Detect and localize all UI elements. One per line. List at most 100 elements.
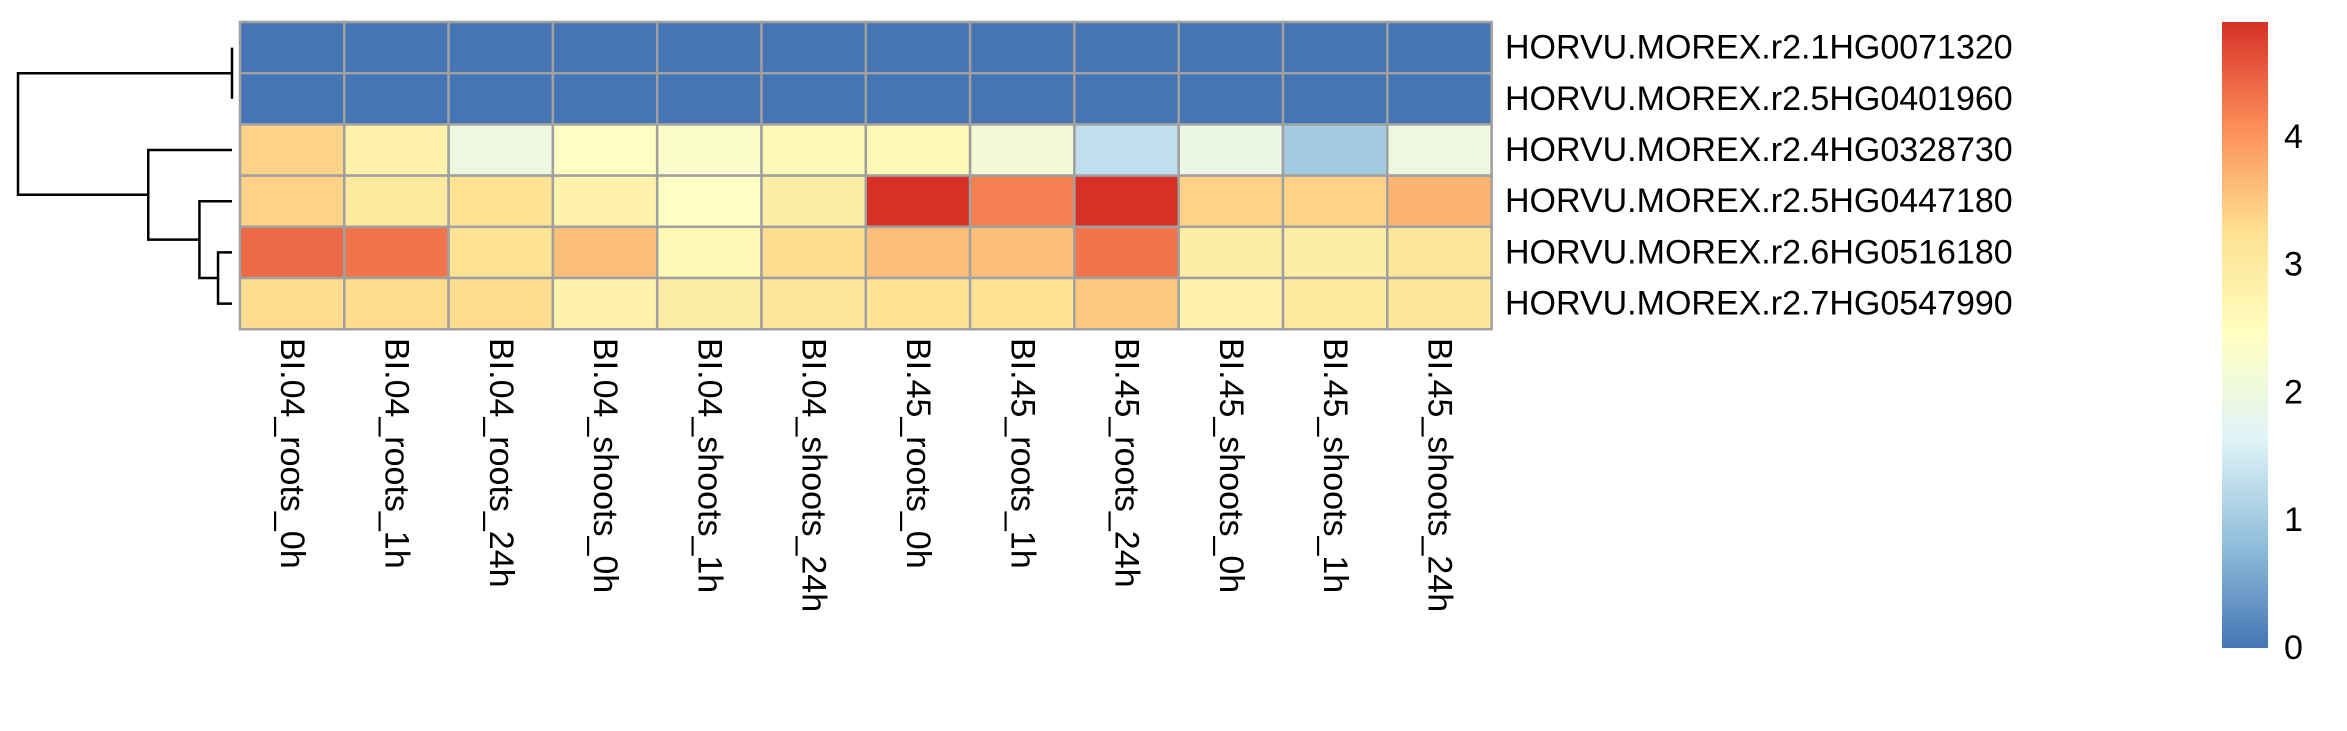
column-label: BI.04_shoots_0h xyxy=(586,338,624,593)
heatmap-cell xyxy=(1386,71,1493,126)
heatmap-cell xyxy=(551,20,659,75)
column-label: BI.45_roots_1h xyxy=(1003,338,1041,569)
column-label: BI.04_shoots_24h xyxy=(795,338,833,612)
heatmap-cell xyxy=(238,20,346,75)
heatmap-cell xyxy=(447,123,555,177)
legend-tick-label: 4 xyxy=(2284,118,2303,156)
heatmap-cell xyxy=(655,123,763,177)
heatmap-cell xyxy=(655,20,763,75)
heatmap-cell xyxy=(760,174,868,229)
heatmap-cell xyxy=(1177,276,1285,331)
row-label: HORVU.MOREX.r2.5HG0447180 xyxy=(1505,182,2013,220)
dendrogram-branch xyxy=(216,251,232,305)
heatmap-cell xyxy=(760,71,868,126)
heatmap-cell xyxy=(1177,123,1285,177)
heatmap-cell xyxy=(1073,123,1180,177)
heatmap-cell xyxy=(238,225,346,280)
heatmap-cell xyxy=(1073,276,1180,331)
column-label: BI.04_roots_1h xyxy=(377,338,415,569)
dendrogram-branch xyxy=(198,199,232,280)
column-label: BI.04_roots_0h xyxy=(273,338,311,569)
legend-tick-label: 2 xyxy=(2284,373,2303,411)
column-label: BI.45_roots_24h xyxy=(1108,338,1146,588)
heatmap-cell xyxy=(968,276,1076,331)
heatmap-cell xyxy=(968,71,1076,126)
heatmap-cell xyxy=(864,71,972,126)
legend-tick-label: 0 xyxy=(2284,629,2303,667)
column-label: BI.45_shoots_0h xyxy=(1212,338,1250,593)
legend-tick-label: 3 xyxy=(2284,246,2303,284)
heatmap-cell xyxy=(343,71,450,126)
heatmap-cell xyxy=(343,174,450,229)
heatmap-cell xyxy=(1386,123,1493,177)
heatmap-cell xyxy=(1281,174,1389,229)
heatmap-cell xyxy=(1073,20,1180,75)
heatmap-cell xyxy=(343,20,450,75)
heatmap-cell xyxy=(1386,174,1493,229)
column-labels: BI.04_roots_0h BI.04_roots_1h BI.04_roots_… xyxy=(273,338,1458,612)
heatmap-cell xyxy=(760,276,868,331)
heatmap-cell xyxy=(1073,71,1180,126)
row-dendrogram xyxy=(16,47,234,305)
heatmap-cell xyxy=(760,20,868,75)
heatmap-cell xyxy=(1281,20,1389,75)
heatmap-cell xyxy=(1177,71,1285,126)
heatmap-cell xyxy=(760,225,868,280)
heatmap-cell xyxy=(1281,276,1389,331)
heatmap-cell xyxy=(968,20,1076,75)
heatmap-cell xyxy=(238,123,346,177)
heatmap-cell xyxy=(343,276,450,331)
heatmap-cell xyxy=(655,174,763,229)
heatmap-cell xyxy=(447,71,555,126)
heatmap-cell xyxy=(655,276,763,331)
heatmap-cell xyxy=(655,71,763,126)
legend-tick-label: 1 xyxy=(2284,501,2303,539)
heatmap-cell xyxy=(1177,20,1285,75)
heatmap-cell xyxy=(238,276,346,331)
heatmap-cell xyxy=(238,71,346,126)
heatmap-cell xyxy=(968,174,1076,229)
heatmap-cell xyxy=(864,174,972,229)
dendrogram-branch xyxy=(16,71,232,197)
heatmap-cell xyxy=(1386,276,1493,331)
column-label: BI.04_roots_24h xyxy=(482,338,520,588)
heatmap-cell xyxy=(1177,174,1285,229)
heatmap-cell xyxy=(447,276,555,331)
heatmap-cell xyxy=(1281,123,1389,177)
dendrogram-branch xyxy=(147,148,232,241)
heatmap-cell xyxy=(1386,225,1493,280)
row-label: HORVU.MOREX.r2.4HG0328730 xyxy=(1505,131,2013,169)
heatmap-cell xyxy=(238,174,346,229)
heatmap-cell xyxy=(968,225,1076,280)
heatmap-cell xyxy=(1177,225,1285,280)
row-label: HORVU.MOREX.r2.1HG0071320 xyxy=(1505,29,2013,67)
column-label: BI.45_roots_0h xyxy=(899,338,937,569)
heatmap-cell xyxy=(655,225,763,280)
heatmap-cell xyxy=(551,225,659,280)
column-label: BI.45_shoots_24h xyxy=(1420,338,1458,612)
heatmap-cell xyxy=(1386,20,1493,75)
heatmap-cell xyxy=(1073,225,1180,280)
row-label: HORVU.MOREX.r2.6HG0516180 xyxy=(1505,233,2013,271)
row-label: HORVU.MOREX.r2.7HG0547990 xyxy=(1505,285,2013,323)
row-label: HORVU.MOREX.r2.5HG0401960 xyxy=(1505,80,2013,118)
heatmap-cell xyxy=(343,225,450,280)
heatmap-cell xyxy=(551,174,659,229)
color-legend-bar xyxy=(2222,22,2268,648)
heatmap-cell xyxy=(1281,225,1389,280)
heatmap-cell xyxy=(447,20,555,75)
color-legend: 0 1 2 3 4 xyxy=(2222,22,2303,667)
heatmap-cell xyxy=(864,276,972,331)
heatmap-cell xyxy=(447,225,555,280)
heatmap-cell xyxy=(343,123,450,177)
row-labels: HORVU.MOREX.r2.1HG0071320 HORVU.MOREX.r2.… xyxy=(1505,29,2013,323)
heatmap-cell xyxy=(864,20,972,75)
heatmap-cell xyxy=(1073,174,1180,229)
heatmap-cell xyxy=(551,71,659,126)
heatmap-cell xyxy=(864,123,972,177)
column-label: BI.45_shoots_1h xyxy=(1316,338,1354,593)
heatmap-cell xyxy=(760,123,868,177)
heatmap-cell xyxy=(551,123,659,177)
heatmap-cell xyxy=(1281,71,1389,126)
